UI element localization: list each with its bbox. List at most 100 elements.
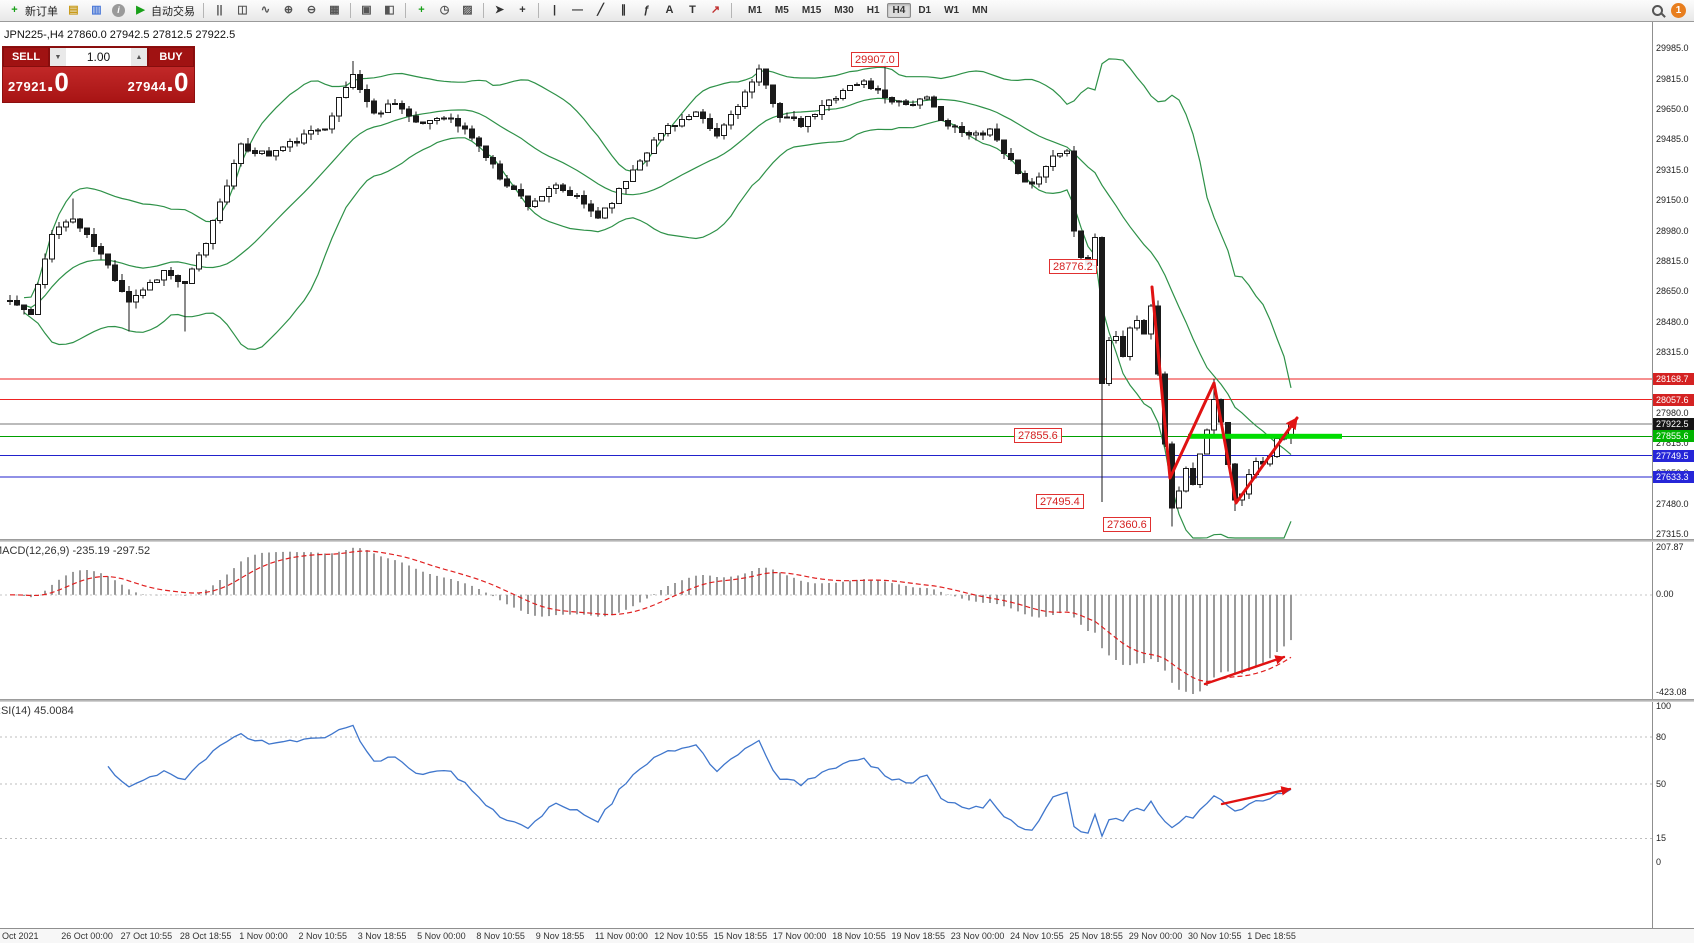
- buy-button[interactable]: BUY: [148, 47, 194, 67]
- timeframe-switcher: M1 M5 M15 M30 H1 H4 D1 W1 MN: [742, 3, 994, 18]
- new-order-button[interactable]: + 新订单: [4, 2, 61, 20]
- navigator-icon: ▥: [91, 4, 102, 16]
- timeframe-h1[interactable]: H1: [866, 5, 880, 16]
- horizontal-line-icon[interactable]: —: [567, 2, 588, 20]
- panel-separator[interactable]: [0, 539, 1694, 542]
- help-icon[interactable]: i: [109, 2, 128, 20]
- time-axis-label: 3 Nov 18:55: [357, 931, 407, 941]
- timeframe-m1[interactable]: M1: [748, 5, 762, 16]
- navigator-icon[interactable]: ▥: [86, 2, 107, 20]
- time-axis-label: 18 Nov 10:55: [832, 931, 886, 941]
- line-chart-icon: ∿: [260, 4, 271, 16]
- price-annotation[interactable]: 27495.4: [1036, 494, 1084, 509]
- bar-chart-icon[interactable]: ||: [209, 2, 230, 20]
- volume-increase-button[interactable]: ▲: [131, 48, 147, 66]
- price-axis-label: 27815.0: [1656, 438, 1689, 449]
- macd-axis-label: 0.00: [1656, 589, 1674, 600]
- chart-window[interactable]: JPN225-,H4 27860.0 27942.5 27812.5 27922…: [0, 22, 1694, 943]
- volume-input[interactable]: [66, 48, 131, 66]
- price-axis-label: 28650.0: [1656, 286, 1689, 296]
- tile-windows-icon[interactable]: ▦: [324, 2, 345, 20]
- time-axis-label: 15 Nov 18:55: [713, 931, 768, 941]
- channel-icon[interactable]: ∥: [613, 2, 634, 20]
- price-axis-label: 29315.0: [1656, 164, 1689, 175]
- timeframe-m30[interactable]: M30: [834, 5, 854, 16]
- search-icon[interactable]: [1652, 5, 1663, 16]
- market-watch-icon[interactable]: ▤: [63, 2, 84, 20]
- candlestick-chart-icon[interactable]: ◫: [232, 2, 253, 20]
- time-axis-label: 1 Dec 18:55: [1247, 931, 1296, 941]
- price-axis-label: 29815.0: [1656, 73, 1689, 84]
- toolbar-separator: [405, 3, 406, 18]
- periods-icon: ◷: [439, 4, 450, 16]
- buy-price[interactable]: 27944.0: [127, 67, 189, 97]
- chart-plot: [0, 58, 1652, 840]
- cascade-windows-icon[interactable]: ▣: [356, 2, 377, 20]
- bar-chart-icon: ||: [216, 4, 223, 16]
- rsi-indicator-label: RSI(14) 45.0084: [0, 705, 74, 717]
- help-icon: i: [112, 4, 125, 17]
- autotrading-button[interactable]: ▶ 自动交易: [130, 2, 198, 20]
- toolbar-separator: [350, 3, 351, 18]
- tile-windows-icon: ▦: [329, 4, 340, 16]
- templates-icon[interactable]: ▨: [457, 2, 478, 20]
- price-axis-label: 28315.0: [1656, 347, 1689, 358]
- sell-button[interactable]: SELL: [3, 47, 49, 67]
- volume-stepper: ▼ ▲: [49, 47, 148, 67]
- panel-separator[interactable]: [0, 699, 1694, 702]
- new-order-icon: +: [11, 4, 18, 16]
- trendline-icon[interactable]: ╱: [590, 2, 611, 20]
- price-axis-label: 27980.0: [1656, 408, 1689, 419]
- price-annotation[interactable]: 27360.6: [1103, 517, 1151, 532]
- notification-badge[interactable]: 1: [1671, 3, 1686, 18]
- text-icon[interactable]: A: [659, 2, 680, 20]
- timeframe-w1[interactable]: W1: [944, 5, 960, 16]
- price-axis-label: 28980.0: [1656, 225, 1689, 236]
- price-axis-label: 29150.0: [1656, 194, 1689, 205]
- trendline-icon: ╱: [597, 4, 604, 16]
- crosshair-icon[interactable]: +: [512, 2, 533, 20]
- indicators-icon[interactable]: +: [411, 2, 432, 20]
- price-badge: 27855.6: [1653, 430, 1694, 443]
- autotrading-icon: ▶: [136, 4, 145, 16]
- price-axis-label: 29485.0: [1656, 133, 1689, 144]
- text-label-icon[interactable]: T: [682, 2, 703, 20]
- macd-axis-label: 207.87: [1656, 541, 1684, 552]
- arrows-icon: ↗: [710, 4, 721, 16]
- timeframe-mn[interactable]: MN: [972, 5, 988, 16]
- timeframe-m15[interactable]: M15: [801, 5, 822, 16]
- timeframe-h4[interactable]: H4: [886, 3, 912, 18]
- fibonacci-icon[interactable]: ƒ: [636, 2, 657, 20]
- arrange-windows-icon[interactable]: ◧: [379, 2, 400, 20]
- rsi-axis-label: 80: [1656, 731, 1667, 742]
- horizontal-line-icon: —: [572, 4, 583, 16]
- price-axis-label: 28815.0: [1656, 255, 1689, 266]
- price-annotation[interactable]: 27855.6: [1014, 428, 1062, 443]
- time-axis-label: 26 Oct 00:00: [61, 931, 113, 941]
- volume-decrease-button[interactable]: ▼: [50, 48, 66, 66]
- sell-price[interactable]: 27921.0: [8, 67, 70, 97]
- zoom-in-icon[interactable]: ⊕: [278, 2, 299, 20]
- zoom-out-icon[interactable]: ⊖: [301, 2, 322, 20]
- price-annotation[interactable]: 29907.0: [851, 52, 899, 67]
- price-badge: 28057.6: [1653, 393, 1694, 406]
- price-badge: 27749.5: [1653, 449, 1694, 462]
- rsi-axis-label: 0: [1656, 856, 1662, 867]
- cursor-icon[interactable]: ➤: [489, 2, 510, 20]
- arrows-icon[interactable]: ↗: [705, 2, 726, 20]
- new-order-button-label: 新订单: [25, 5, 58, 18]
- cursor-icon: ➤: [494, 4, 505, 16]
- time-axis-label: 24 Nov 10:55: [1010, 931, 1064, 941]
- periods-icon[interactable]: ◷: [434, 2, 455, 20]
- rsi-axis-label: 100: [1656, 700, 1672, 711]
- price-axis-label: 27480.0: [1656, 499, 1689, 510]
- time-axis[interactable]: Oct 2021 26 Oct 00:00 27 Oct 10:55 28 Oct 1…: [0, 928, 1694, 943]
- vertical-line-icon: |: [552, 4, 557, 16]
- vertical-line-icon[interactable]: |: [544, 2, 565, 20]
- timeframe-m5[interactable]: M5: [774, 5, 789, 16]
- line-chart-icon[interactable]: ∿: [255, 2, 276, 20]
- time-axis-label: 11 Nov 00:00: [595, 931, 648, 941]
- timeframe-d1[interactable]: D1: [918, 5, 932, 16]
- crosshair-icon: +: [519, 4, 526, 16]
- price-annotation[interactable]: 28776.2: [1049, 259, 1097, 274]
